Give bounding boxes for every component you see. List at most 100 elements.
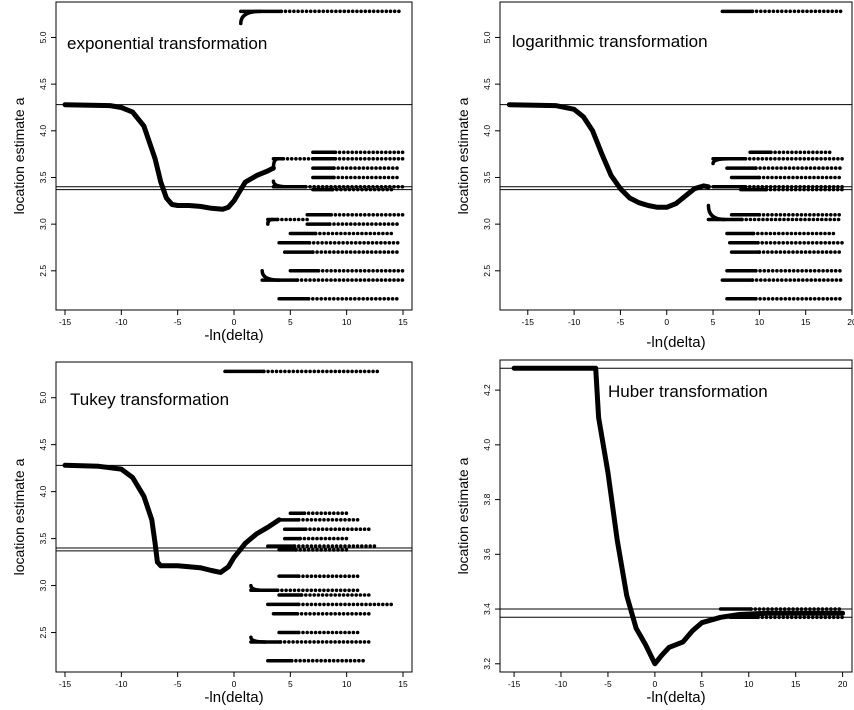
branch-point bbox=[382, 297, 387, 301]
branch-point bbox=[367, 157, 371, 161]
series-main-curve bbox=[511, 365, 846, 667]
branch-point bbox=[295, 612, 300, 616]
series-branch bbox=[706, 203, 841, 222]
branch-point bbox=[374, 250, 378, 254]
branch-point bbox=[392, 150, 397, 155]
branch-point bbox=[794, 217, 799, 222]
branch-point bbox=[793, 187, 798, 192]
branch-point bbox=[378, 250, 382, 254]
branch-point bbox=[309, 574, 314, 578]
branch-point bbox=[396, 278, 401, 282]
branch-point bbox=[333, 640, 337, 644]
branch-point bbox=[336, 175, 341, 180]
branch-point bbox=[346, 213, 350, 217]
series-branch bbox=[223, 369, 380, 374]
branch-point bbox=[295, 369, 300, 374]
branch-point bbox=[349, 175, 353, 180]
branch-point bbox=[747, 157, 752, 161]
branch-point bbox=[332, 175, 336, 180]
branch-point bbox=[800, 297, 804, 301]
branch-point bbox=[775, 166, 779, 170]
branch-point bbox=[833, 166, 838, 170]
branch-point bbox=[827, 187, 832, 192]
branch-point bbox=[362, 185, 367, 189]
branch-point bbox=[326, 518, 331, 522]
branch-point bbox=[337, 269, 342, 273]
branch-point bbox=[358, 213, 363, 217]
branch-point bbox=[355, 231, 360, 236]
branch-point bbox=[795, 607, 800, 611]
branch-point bbox=[344, 511, 349, 515]
branch-point bbox=[822, 278, 826, 282]
branch-point bbox=[354, 157, 359, 161]
branch-point bbox=[351, 574, 356, 578]
branch-point bbox=[343, 544, 347, 548]
branch-point bbox=[316, 278, 321, 282]
branch-point bbox=[761, 250, 766, 254]
branch-point bbox=[834, 9, 839, 14]
branch-point bbox=[804, 269, 809, 273]
branch-point bbox=[266, 369, 270, 374]
branch-point bbox=[304, 369, 308, 374]
branch-point bbox=[781, 615, 786, 620]
series-branch bbox=[311, 166, 399, 170]
branch-point bbox=[803, 217, 807, 222]
branch-point bbox=[819, 615, 823, 620]
branch-point bbox=[339, 602, 343, 607]
branch-point bbox=[362, 640, 367, 644]
panel-title: exponential transformation bbox=[67, 34, 267, 53]
branch-point bbox=[760, 157, 765, 161]
branch-point bbox=[357, 250, 361, 254]
branch-point bbox=[833, 297, 838, 301]
branch-point bbox=[808, 213, 812, 217]
branch-point bbox=[354, 640, 358, 644]
branch-point bbox=[771, 278, 776, 282]
branch-point bbox=[395, 222, 399, 226]
branch-point bbox=[353, 297, 357, 301]
branch-point bbox=[333, 185, 338, 189]
branch-point bbox=[386, 297, 391, 301]
branch-point bbox=[341, 269, 346, 273]
branch-point bbox=[766, 297, 771, 301]
panel-tukey: -15 -10 -5 0 5 10 15 2.5 3.0 3.5 4.0 4.5 5.0 -ln(delt… bbox=[11, 361, 413, 706]
branch-point bbox=[358, 369, 363, 374]
y-tick-label: 5.0 bbox=[38, 392, 48, 404]
branch-point bbox=[803, 175, 808, 180]
x-tick-label: -5 bbox=[174, 679, 182, 689]
branch-point bbox=[375, 369, 380, 374]
branch-point bbox=[760, 231, 764, 236]
branch-point bbox=[396, 185, 401, 189]
branch-point bbox=[330, 187, 335, 192]
branch-point bbox=[337, 640, 342, 644]
y-tick-label: 4.5 bbox=[482, 78, 492, 90]
branch-point bbox=[762, 297, 767, 301]
branch-point bbox=[771, 9, 776, 14]
branch-point bbox=[304, 9, 309, 14]
branch-point bbox=[309, 602, 314, 607]
x-tick-label: 10 bbox=[342, 679, 352, 689]
branch-point bbox=[395, 297, 399, 301]
y-tick-label: 4.0 bbox=[482, 439, 492, 451]
y-tick-label: 2.5 bbox=[38, 626, 48, 638]
branch-point bbox=[340, 297, 345, 301]
branch-point bbox=[324, 640, 329, 644]
branch-point bbox=[355, 9, 359, 14]
branch-point bbox=[344, 166, 349, 170]
branch-point bbox=[768, 615, 773, 620]
branch-point bbox=[788, 278, 792, 282]
branch-point bbox=[355, 588, 360, 593]
branch-point bbox=[353, 241, 358, 245]
branch-point bbox=[342, 150, 346, 155]
branch-point bbox=[298, 658, 302, 663]
branch-point bbox=[387, 241, 392, 245]
branch-point bbox=[829, 175, 833, 180]
branch-point bbox=[354, 593, 359, 597]
branch-point bbox=[820, 213, 825, 217]
branch-point bbox=[383, 269, 388, 273]
branch-point bbox=[778, 217, 782, 222]
branch-point bbox=[826, 9, 830, 14]
branch-point bbox=[802, 185, 807, 189]
branch-point bbox=[756, 157, 760, 161]
branch-point bbox=[326, 231, 331, 236]
branch-point bbox=[278, 369, 283, 374]
